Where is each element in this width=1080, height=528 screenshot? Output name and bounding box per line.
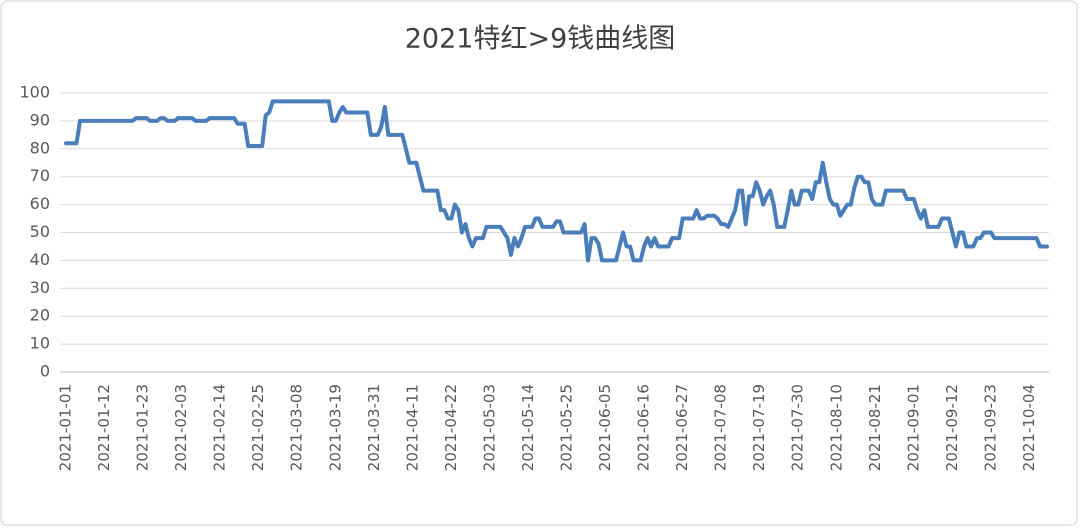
- x-tick-label: 2021-06-16: [635, 384, 653, 471]
- x-tick-label: 2021-02-14: [211, 384, 229, 471]
- x-tick-label: 2021-09-12: [943, 384, 961, 471]
- y-tick-label: 0: [40, 362, 50, 381]
- y-tick-label: 30: [30, 278, 50, 297]
- x-tick-label: 2021-03-08: [288, 384, 306, 471]
- data-line: [64, 99, 1049, 263]
- x-tick-label: 2021-07-08: [712, 384, 730, 471]
- y-tick-label: 50: [30, 222, 50, 241]
- y-tick-label: 10: [30, 334, 50, 353]
- y-tick-label: 60: [30, 194, 50, 213]
- y-tick-label: 40: [30, 250, 50, 269]
- y-tick-label: 70: [30, 166, 50, 185]
- x-tick-label: 2021-08-21: [866, 384, 884, 471]
- x-tick-label: 2021-03-31: [365, 384, 383, 471]
- x-tick-label: 2021-01-01: [57, 384, 75, 471]
- x-tick-label: 2021-10-04: [1020, 384, 1038, 471]
- chart-title: 2021特红>9钱曲线图: [405, 24, 676, 55]
- x-tick-label: 2021-01-23: [134, 384, 152, 471]
- y-tick-label: 20: [30, 306, 50, 325]
- x-tick-label: 2021-06-27: [673, 384, 691, 471]
- x-tick-label: 2021-06-05: [596, 384, 614, 471]
- x-tick-label: 2021-04-11: [403, 384, 421, 471]
- x-tick-label: 2021-05-14: [519, 384, 537, 471]
- x-tick-label: 2021-09-23: [981, 384, 999, 471]
- x-tick-label: 2021-05-25: [558, 384, 576, 471]
- x-tick-label: 2021-07-30: [789, 384, 807, 471]
- x-tick-label: 2021-05-03: [480, 384, 498, 471]
- x-tick-label: 2021-09-01: [904, 384, 922, 471]
- x-tick-label: 2021-02-25: [249, 384, 267, 471]
- y-tick-label: 100: [19, 83, 50, 102]
- y-tick-label: 80: [30, 138, 50, 157]
- x-tick-label: 2021-08-10: [827, 384, 845, 471]
- x-tick-label: 2021-02-03: [172, 384, 190, 471]
- x-tick-label: 2021-07-19: [750, 384, 768, 471]
- y-tick-label: 90: [30, 110, 50, 129]
- x-tick-label: 2021-04-22: [442, 384, 460, 471]
- x-tick-label: 2021-01-12: [95, 384, 113, 471]
- x-tick-label: 2021-03-19: [326, 384, 344, 471]
